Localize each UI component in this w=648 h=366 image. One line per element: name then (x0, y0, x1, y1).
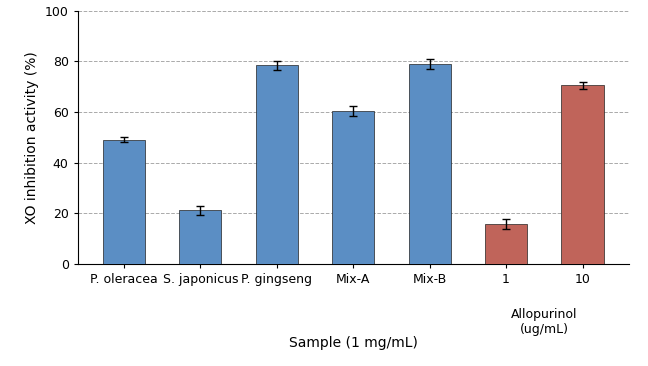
Bar (103, 140, 145, 264)
Bar (332, 111, 374, 264)
Y-axis label: XO inhibition activity (%): XO inhibition activity (%) (25, 51, 40, 224)
Bar (409, 64, 450, 264)
Bar (256, 65, 297, 264)
Bar (485, 224, 527, 264)
Bar (179, 210, 221, 264)
Bar (561, 86, 603, 264)
Text: Allopurinol
(ug/mL): Allopurinol (ug/mL) (511, 308, 577, 336)
X-axis label: Sample (1 mg/mL): Sample (1 mg/mL) (289, 336, 417, 350)
